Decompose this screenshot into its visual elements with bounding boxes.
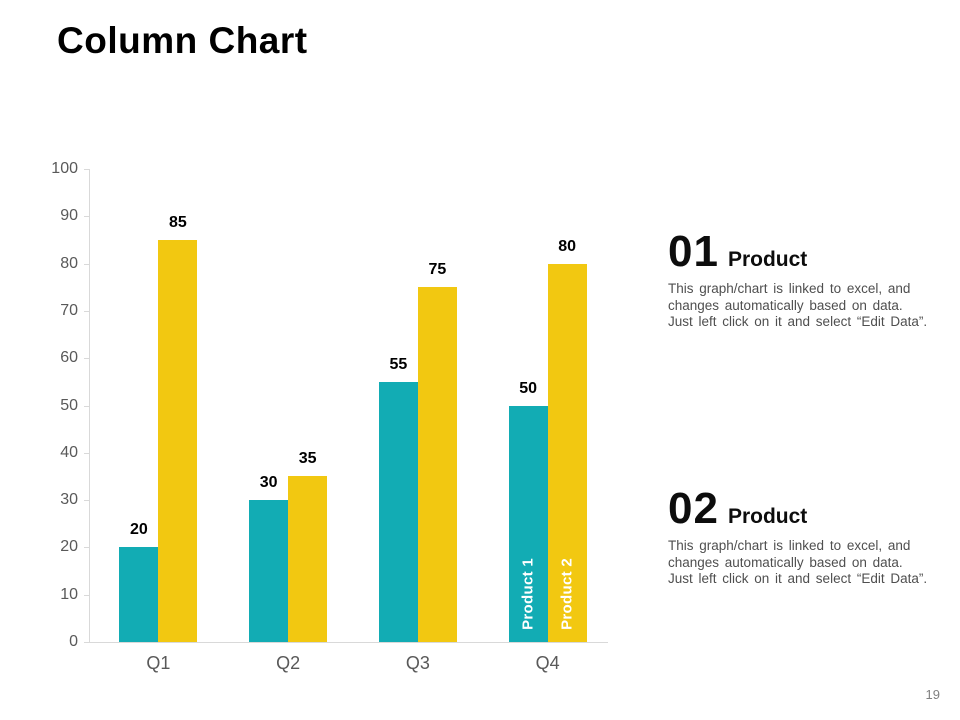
bar-product1-q2[interactable] [249, 500, 289, 642]
y-axis-tick-label: 80 [60, 254, 78, 272]
series-legend-label: Product 2 [558, 558, 576, 630]
bar-value-label: 80 [558, 237, 577, 255]
description-line: Just left click on it and select “Edit D… [668, 314, 928, 329]
bar-value-label: 85 [168, 213, 187, 231]
y-axis-tick-label: 100 [51, 160, 78, 177]
y-axis-tick-label: 20 [60, 538, 78, 556]
y-axis-tick-mark [84, 169, 89, 170]
y-axis-tick-mark [84, 405, 89, 407]
y-axis-tick-label: 0 [69, 633, 78, 650]
x-axis-category-label: Q2 [276, 653, 301, 673]
y-axis-tick-mark [84, 263, 89, 265]
bar-product2-q3[interactable] [417, 287, 457, 642]
x-axis-line [89, 642, 608, 643]
bar-product1-q4[interactable]: Product 1 [508, 405, 548, 642]
y-axis-tick-mark [84, 642, 89, 643]
info-section-product-2: 02 Product This graph/chart is linked to… [668, 487, 928, 588]
y-axis-tick-label: 50 [60, 396, 78, 414]
y-axis-tick-label: 70 [60, 301, 78, 319]
y-axis-line [89, 169, 90, 642]
section-description: This graph/chart is linked to excel, and… [668, 538, 928, 588]
x-axis-category-label: Q3 [405, 653, 430, 673]
bar-product2-q2[interactable] [288, 476, 328, 642]
bar-product2-q1[interactable] [158, 239, 198, 642]
x-axis-category-label: Q1 [146, 653, 171, 673]
bar-product1-q1[interactable] [119, 547, 159, 642]
y-axis-tick-label: 30 [60, 491, 78, 509]
bar-product2-q4[interactable]: Product 2 [547, 263, 587, 642]
y-axis-tick-mark [84, 310, 89, 312]
description-line: changes automatically based on data. [668, 554, 903, 570]
x-axis-category-label: Q4 [535, 653, 560, 673]
bar-value-label: 20 [129, 521, 148, 539]
info-section-heading-row: 01 Product [668, 230, 928, 274]
bar-value-label: 50 [519, 379, 538, 397]
bar-value-label: 30 [259, 474, 278, 492]
y-axis-tick-mark [84, 594, 89, 596]
section-number: 01 [668, 227, 719, 276]
section-description: This graph/chart is linked to excel, and… [668, 281, 928, 331]
info-section-heading-row: 02 Product [668, 487, 928, 531]
y-axis-tick-label: 90 [60, 207, 78, 225]
page-title: Column Chart [57, 20, 308, 61]
y-axis-tick-mark [84, 216, 89, 218]
description-line: This graph/chart is linked to excel, and [668, 538, 911, 553]
description-line: Just left click on it and select “Edit D… [668, 571, 928, 586]
bar-value-label: 75 [428, 261, 447, 279]
column-chart[interactable]: 0 10 20 30 40 50 60 70 80 90 100 20 85 Q1 30 35 Q2 55 75 Q3… [40, 160, 620, 705]
description-line: This graph/chart is linked to excel, and [668, 281, 911, 296]
section-heading: Product [727, 248, 808, 271]
bar-value-label: 35 [298, 450, 317, 468]
info-section-product-1: 01 Product This graph/chart is linked to… [668, 230, 928, 331]
bar-value-label: 55 [389, 355, 408, 373]
y-axis-tick-mark [84, 358, 89, 360]
bar-product1-q3[interactable] [378, 381, 418, 642]
section-number: 02 [668, 484, 719, 533]
section-heading: Product [727, 505, 808, 528]
y-axis-tick-label: 40 [60, 443, 78, 461]
y-axis-tick-label: 10 [60, 585, 78, 603]
page-number: 19 [925, 687, 940, 702]
y-axis-tick-mark [84, 500, 89, 502]
description-line: changes automatically based on data. [668, 297, 903, 313]
series-legend-label: Product 1 [519, 558, 537, 630]
y-axis-tick-mark [84, 452, 89, 454]
y-axis-tick-label: 60 [60, 349, 78, 367]
y-axis-tick-mark [84, 547, 89, 549]
